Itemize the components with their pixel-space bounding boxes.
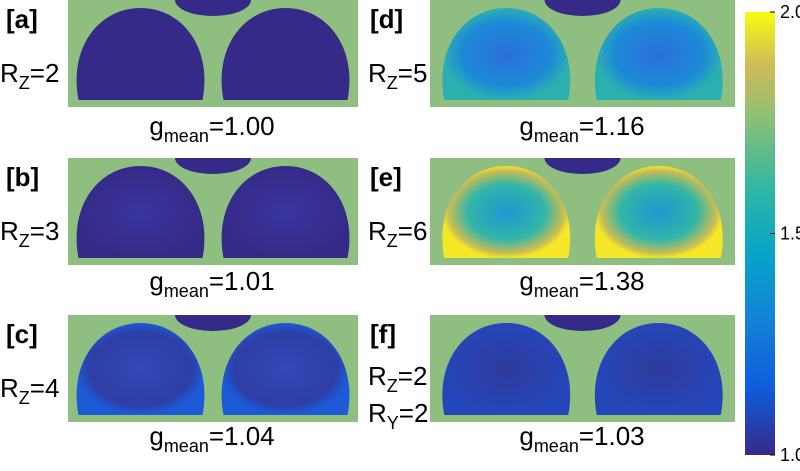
r-factor-sub: Z	[19, 73, 30, 93]
map-blob	[442, 166, 571, 258]
r-factor-rest: =2	[398, 361, 428, 391]
colorbar-tick-label: 2.0	[780, 2, 800, 22]
r-factor-base: R	[368, 216, 387, 246]
top-arc	[175, 158, 251, 174]
r-factor-base: R	[0, 216, 19, 246]
r-factor-sub: Z	[387, 376, 398, 396]
r-factor-base: R	[368, 58, 387, 88]
map-blob	[221, 323, 350, 415]
g-mean: gmean=1.16	[519, 111, 644, 146]
r-factor-rest: =4	[30, 373, 60, 403]
panel-label: [a]	[6, 4, 38, 34]
g-mean-rest: =1.03	[579, 421, 645, 451]
panel-label: [d]	[370, 4, 403, 34]
panel-label: [f]	[370, 319, 396, 349]
g-mean-base: g	[519, 111, 533, 141]
colorbar-ticks: 2.0 1.5 1.0	[770, 2, 800, 465]
map-blob	[594, 8, 723, 100]
map-blob	[221, 166, 350, 258]
r-factor-base: R	[368, 361, 387, 391]
r-factor: RZ=2	[368, 361, 427, 396]
panel-label: [b]	[6, 162, 39, 192]
g-mean-rest: =1.38	[579, 266, 645, 296]
r-factor-sub: Y	[387, 413, 399, 433]
g-mean-base: g	[149, 421, 163, 451]
r-factor-base: R	[0, 373, 19, 403]
r-factor: RZ=4	[0, 373, 59, 408]
panel-label: [c]	[6, 319, 38, 349]
r-factor-rest: =3	[30, 216, 60, 246]
r-factor-sub: Z	[19, 388, 30, 408]
g-mean-base: g	[519, 421, 533, 451]
map-blob	[221, 8, 350, 100]
panel: [e] RZ=6 gmean=1.38	[368, 158, 735, 301]
g-mean: gmean=1.03	[519, 421, 644, 456]
top-arc	[544, 315, 621, 331]
g-mean-sub: mean	[164, 281, 209, 301]
r-factor-sub: Z	[387, 231, 398, 251]
r-factor-base: R	[0, 58, 19, 88]
panel: [d] RZ=5 gmean=1.16	[368, 0, 735, 146]
g-mean: gmean=1.04	[149, 421, 274, 456]
g-mean-rest: =1.00	[209, 111, 275, 141]
g-mean-sub: mean	[534, 126, 579, 146]
panel: [b] RZ=3 gmean=1.01	[0, 158, 358, 301]
top-arc	[175, 315, 251, 331]
g-mean-rest: =1.04	[209, 421, 275, 451]
top-arc	[175, 0, 251, 16]
g-mean: gmean=1.00	[149, 111, 274, 146]
r-factor: RZ=6	[368, 216, 427, 251]
r-factor-base: R	[368, 398, 387, 428]
r-factor: RZ=3	[0, 216, 59, 251]
map-blob	[76, 8, 205, 100]
g-mean-rest: =1.16	[579, 111, 645, 141]
g-mean-base: g	[149, 266, 163, 296]
colorbar-tick-label: 1.5	[780, 224, 800, 244]
r-factor-rest: =6	[398, 216, 428, 246]
r-factor-sub: Z	[19, 231, 30, 251]
map-blob	[76, 166, 205, 258]
g-mean-sub: mean	[534, 281, 579, 301]
g-mean-sub: mean	[534, 436, 579, 456]
top-arc	[544, 158, 621, 174]
r-factor-rest: =2	[399, 398, 429, 428]
g-mean-sub: mean	[164, 436, 209, 456]
r-factor: RZ=5	[368, 58, 427, 93]
panel: [c] RZ=4 gmean=1.04	[0, 315, 358, 456]
g-mean-rest: =1.01	[209, 266, 275, 296]
g-mean: gmean=1.01	[149, 266, 274, 301]
panel-label: [e]	[370, 162, 402, 192]
r-factor-rest: =2	[30, 58, 60, 88]
map-blob	[594, 166, 723, 258]
map-blob	[442, 8, 571, 100]
map-blob	[442, 323, 571, 415]
panel: [a] RZ=2 gmean=1.00	[0, 0, 358, 146]
r-factor: RZ=2	[0, 58, 59, 93]
map-blob	[76, 323, 205, 415]
panels: [a]RZ=2gmean=1.00[b]RZ=3gmean=1.01[c]RZ=…	[0, 0, 735, 456]
r-factor-sub: Z	[387, 73, 398, 93]
r-factor-rest: =5	[398, 58, 428, 88]
map-blob	[594, 323, 723, 415]
g-mean: gmean=1.38	[519, 266, 644, 301]
g-mean-sub: mean	[164, 126, 209, 146]
g-mean-base: g	[149, 111, 163, 141]
r-factor: RY=2	[368, 398, 428, 433]
colorbar-tick-label: 1.0	[780, 445, 800, 465]
top-arc	[544, 0, 621, 16]
g-mean-base: g	[519, 266, 533, 296]
